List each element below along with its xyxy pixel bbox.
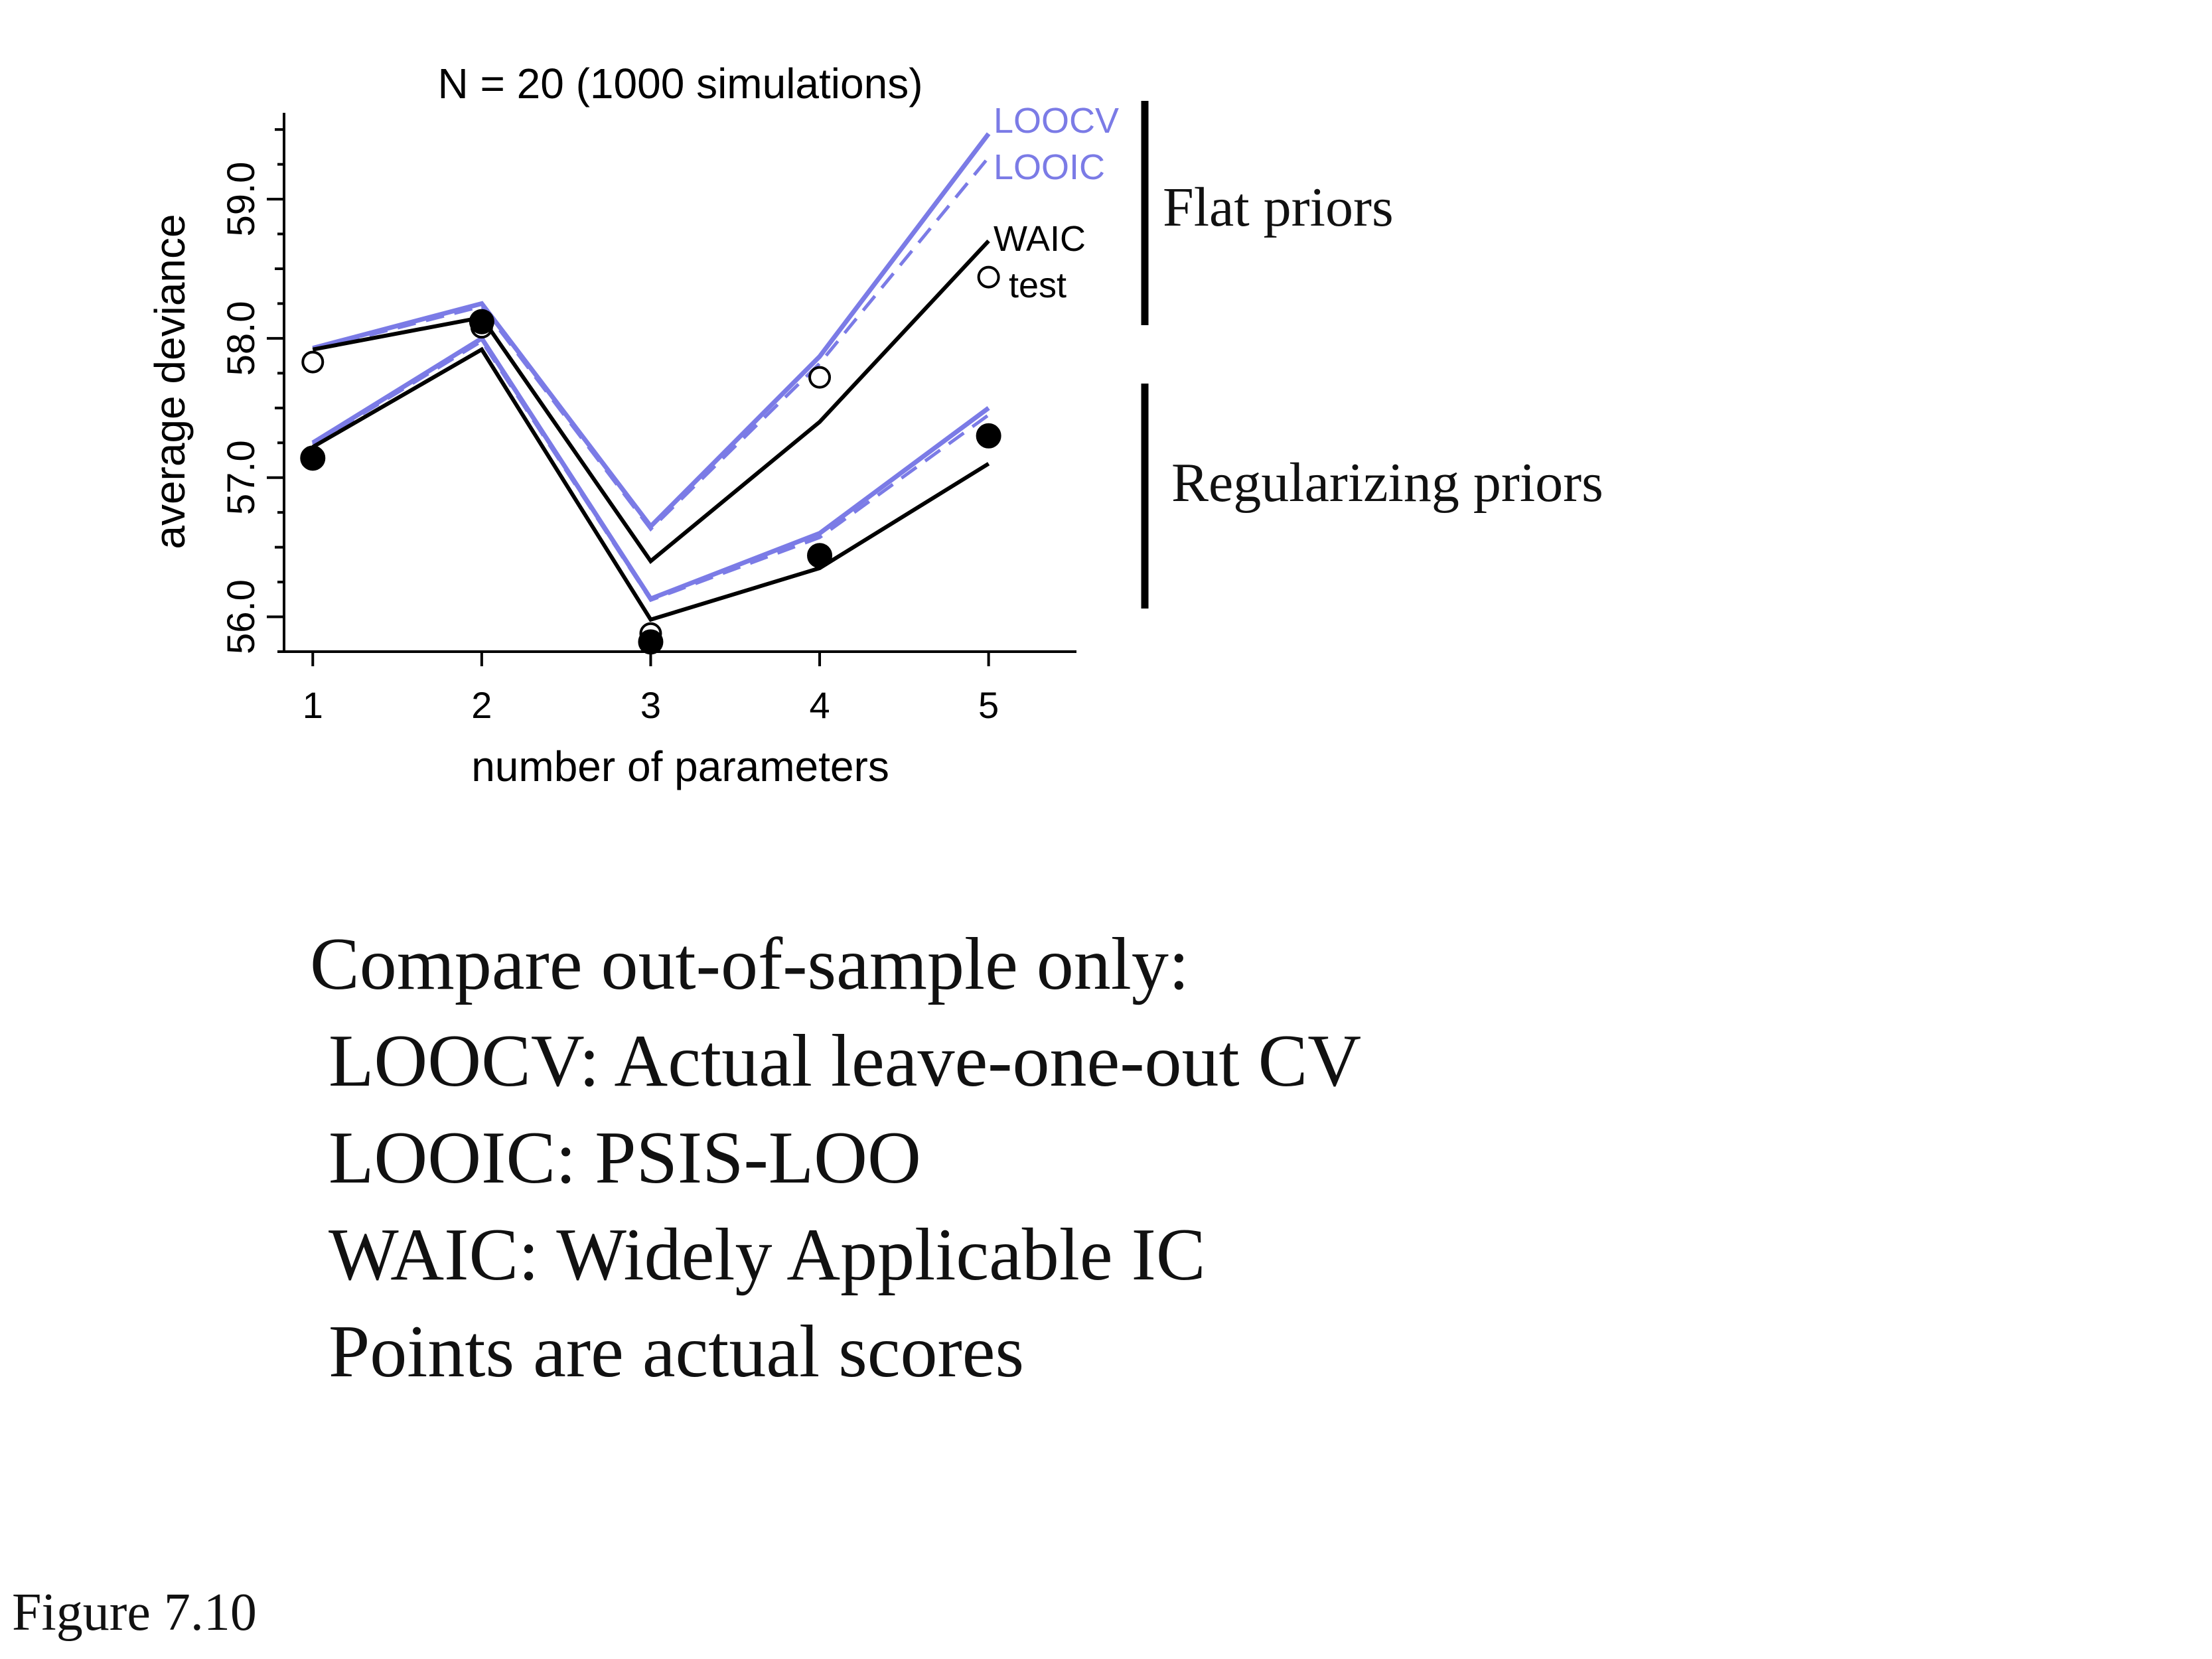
x-tick-label: 5 bbox=[978, 684, 999, 726]
legend-label-waic: WAIC bbox=[994, 219, 1086, 259]
legend-label-test: test bbox=[1009, 265, 1067, 305]
x-axis-label: number of parameters bbox=[471, 743, 889, 790]
loocv-flat-line bbox=[312, 132, 991, 530]
test-flat-point bbox=[301, 350, 325, 374]
notes-line-loocv: LOOCV: Actual leave-one-out CV bbox=[329, 1020, 1362, 1102]
notes: Compare out-of-sample only: LOOCV: Actua… bbox=[310, 916, 1361, 1400]
y-tick-label: 57.0 bbox=[220, 440, 263, 515]
x-tick-label: 2 bbox=[471, 684, 492, 726]
notes-line-waic: WAIC: Widely Applicable IC bbox=[329, 1214, 1206, 1296]
test-regularizing-point bbox=[469, 309, 494, 334]
y-axis-label: average deviance bbox=[146, 214, 194, 549]
notes-line-looic: LOOIC: PSIS-LOO bbox=[329, 1117, 921, 1199]
axes: 56.0 57.0 58.0 59.0 1 2 3 4 5 bbox=[220, 113, 1076, 726]
y-tick-label: 58.0 bbox=[220, 301, 263, 376]
test-flat-point bbox=[808, 366, 832, 389]
waic-flat-line bbox=[312, 239, 990, 565]
x-tick-label: 4 bbox=[809, 684, 830, 726]
looic-regularizing-line bbox=[311, 338, 990, 603]
figure-caption: Figure 7.10 bbox=[12, 1583, 257, 1642]
legend: LOOCV LOOIC WAIC test bbox=[994, 101, 1119, 305]
test-regularizing-point bbox=[976, 423, 1001, 449]
series-layer bbox=[311, 132, 991, 622]
x-tick-label: 3 bbox=[640, 684, 661, 726]
test-flat-point bbox=[977, 265, 1000, 289]
regularizing-priors-label: Regularizing priors bbox=[1171, 452, 1603, 514]
legend-label-loocv: LOOCV bbox=[994, 101, 1119, 141]
chart: N = 20 (1000 simulations) average devian… bbox=[146, 60, 1603, 790]
test-regularizing-point bbox=[638, 629, 664, 655]
notes-heading: Compare out-of-sample only: bbox=[310, 923, 1190, 1005]
y-tick-label: 59.0 bbox=[220, 162, 263, 237]
legend-label-looic: LOOIC bbox=[994, 147, 1105, 187]
test-regularizing-point bbox=[807, 543, 833, 569]
test-regularizing-point bbox=[300, 445, 326, 471]
notes-line-points: Points are actual scores bbox=[329, 1311, 1025, 1393]
waic-regularizing-line bbox=[311, 346, 990, 622]
chart-title: N = 20 (1000 simulations) bbox=[437, 60, 922, 108]
points-layer bbox=[300, 265, 1001, 655]
looic-flat-line bbox=[312, 156, 990, 532]
x-tick-label: 1 bbox=[303, 684, 323, 726]
y-tick-label: 56.0 bbox=[220, 579, 263, 654]
flat-priors-label: Flat priors bbox=[1163, 177, 1394, 238]
